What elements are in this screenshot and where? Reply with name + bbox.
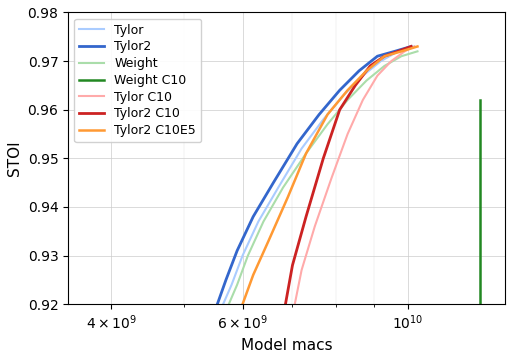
Tylor2 C10E5 bbox=[250, 273, 256, 277]
Weight bbox=[364, 78, 370, 83]
Tylor2 C10E5 bbox=[398, 49, 404, 54]
Tylor C10 bbox=[292, 302, 298, 306]
Tylor2 bbox=[356, 69, 362, 73]
Tylor2 C10 bbox=[381, 54, 388, 58]
Tylor2 C10 bbox=[352, 83, 358, 87]
Tylor bbox=[220, 302, 226, 306]
Tylor2 bbox=[250, 215, 256, 219]
Tylor bbox=[378, 59, 384, 63]
Tylor2 C10E5 bbox=[303, 151, 309, 156]
Tylor2 bbox=[392, 49, 398, 54]
Tylor bbox=[395, 49, 401, 54]
Line: Weight: Weight bbox=[229, 51, 417, 304]
Weight bbox=[303, 151, 309, 156]
Line: Tylor2 C10: Tylor2 C10 bbox=[286, 46, 411, 304]
Tylor2 bbox=[214, 302, 220, 306]
Tylor C10 bbox=[312, 224, 318, 229]
Tylor2 C10 bbox=[336, 108, 343, 112]
Weight bbox=[414, 49, 420, 54]
Tylor2 C10 bbox=[367, 64, 373, 68]
Tylor C10 bbox=[360, 98, 366, 102]
Tylor2 C10E5 bbox=[364, 69, 370, 73]
Tylor2 bbox=[408, 44, 414, 49]
Legend: Tylor, Tylor2, Weight, Weight C10, Tylor C10, Tylor2 C10, Tylor2 C10E5: Tylor, Tylor2, Weight, Weight C10, Tylor… bbox=[74, 19, 201, 142]
Tylor bbox=[411, 44, 417, 49]
Tylor bbox=[298, 147, 305, 151]
Tylor2 bbox=[316, 112, 322, 117]
Weight bbox=[398, 54, 404, 58]
Tylor2 C10E5 bbox=[414, 44, 420, 49]
Weight bbox=[234, 283, 240, 287]
Weight bbox=[280, 185, 286, 190]
Tylor2 C10E5 bbox=[325, 112, 331, 117]
Tylor bbox=[275, 185, 282, 190]
Weight C10 bbox=[477, 98, 483, 102]
Tylor2 C10 bbox=[395, 49, 401, 54]
Tylor C10 bbox=[298, 268, 305, 272]
Tylor2 C10E5 bbox=[240, 302, 246, 306]
Tylor C10 bbox=[411, 44, 417, 49]
Tylor2 bbox=[223, 278, 229, 282]
Weight bbox=[345, 98, 351, 102]
Tylor2 C10 bbox=[320, 156, 326, 161]
Tylor2 C10E5 bbox=[285, 195, 291, 199]
Tylor2 bbox=[234, 248, 240, 253]
Tylor2 C10 bbox=[408, 44, 414, 49]
Tylor bbox=[228, 283, 234, 287]
Tylor C10 bbox=[329, 176, 335, 180]
Tylor C10 bbox=[374, 73, 380, 78]
Weight bbox=[381, 64, 388, 68]
Tylor bbox=[340, 93, 347, 97]
Weight bbox=[325, 122, 331, 126]
Weight C10 bbox=[477, 302, 483, 306]
Tylor bbox=[240, 253, 246, 258]
Tylor2 C10E5 bbox=[381, 54, 388, 58]
X-axis label: Model macs: Model macs bbox=[241, 338, 332, 353]
Tylor2 C10 bbox=[283, 302, 289, 306]
Tylor bbox=[255, 219, 262, 224]
Line: Tylor2: Tylor2 bbox=[217, 46, 411, 304]
Tylor2 bbox=[270, 180, 276, 185]
Tylor2 C10 bbox=[303, 215, 309, 219]
Tylor bbox=[360, 73, 366, 78]
Tylor2 C10 bbox=[289, 263, 295, 267]
Weight bbox=[261, 219, 267, 224]
Tylor2 C10E5 bbox=[265, 239, 271, 243]
Tylor2 bbox=[374, 54, 380, 58]
Line: Tylor C10: Tylor C10 bbox=[295, 46, 414, 304]
Y-axis label: STOI: STOI bbox=[7, 140, 22, 176]
Tylor C10 bbox=[345, 132, 351, 136]
Weight bbox=[226, 302, 232, 306]
Tylor2 bbox=[294, 141, 300, 146]
Tylor2 bbox=[336, 88, 343, 93]
Tylor2 C10E5 bbox=[345, 88, 351, 93]
Line: Tylor: Tylor bbox=[223, 46, 414, 304]
Tylor bbox=[320, 117, 326, 122]
Tylor C10 bbox=[388, 59, 394, 63]
Tylor C10 bbox=[401, 49, 408, 54]
Line: Tylor2 C10E5: Tylor2 C10E5 bbox=[243, 46, 417, 304]
Weight bbox=[245, 253, 251, 258]
